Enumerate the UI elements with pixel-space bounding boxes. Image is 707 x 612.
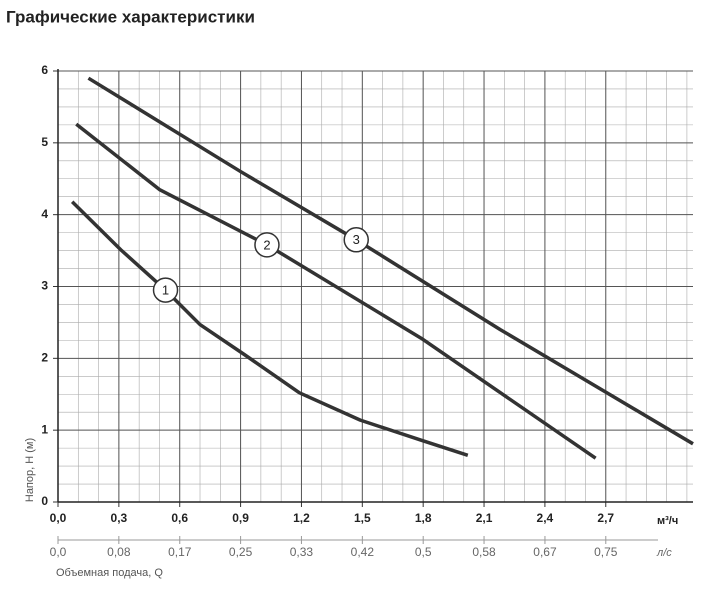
x2-tick-label: 0,5 — [415, 545, 432, 559]
y-tick-label: 3 — [41, 279, 48, 293]
x-tick-label: 0,6 — [171, 511, 188, 525]
curve-label: 1 — [162, 283, 169, 298]
x2-unit: л/с — [656, 547, 672, 559]
curve-label-circle — [254, 232, 280, 258]
x-tick-label: 1,2 — [293, 511, 310, 525]
x2-tick-label: 0,58 — [472, 545, 496, 559]
y-tick-label: 4 — [41, 207, 48, 221]
x-tick-label: 0,3 — [111, 511, 128, 525]
x-tick-label: 2,7 — [597, 511, 614, 525]
x2-tick-label: 0,33 — [290, 545, 314, 559]
x-tick-label: 0,9 — [232, 511, 249, 525]
y-axis-label: Напор, Н (м) — [24, 438, 36, 502]
curve-label: 3 — [353, 232, 360, 247]
curve — [87, 76, 694, 446]
x2-tick-label: 0,08 — [107, 545, 131, 559]
curve — [70, 200, 469, 457]
x-unit: м³/ч — [657, 515, 678, 527]
x2-tick-label: 0,0 — [50, 545, 67, 559]
curve-label-circle — [343, 227, 369, 253]
x2-tick-label: 0,17 — [168, 545, 192, 559]
x-tick-label: 2,1 — [476, 511, 493, 525]
x-tick-label: 1,8 — [415, 511, 432, 525]
x2-tick-label: 0,67 — [533, 545, 557, 559]
x2-tick-label: 0,75 — [594, 545, 618, 559]
curve-label: 2 — [263, 237, 270, 252]
x-tick-label: 1,5 — [354, 511, 371, 525]
curve-label-circle — [152, 277, 179, 303]
chart-title: Графические характеристики — [6, 7, 255, 26]
x2-tick-label: 0,42 — [351, 545, 375, 559]
x-axis-label: Объемная подача, Q — [56, 567, 163, 579]
y-tick-label: 1 — [41, 422, 48, 436]
y-tick-label: 0 — [41, 494, 48, 508]
x2-tick-label: 0,25 — [229, 545, 253, 559]
y-tick-label: 5 — [41, 135, 48, 149]
x-tick-label: 0,0 — [50, 511, 67, 525]
x-tick-label: 2,4 — [537, 511, 554, 525]
y-tick-label: 2 — [41, 351, 48, 365]
y-tick-label: 6 — [41, 63, 48, 77]
